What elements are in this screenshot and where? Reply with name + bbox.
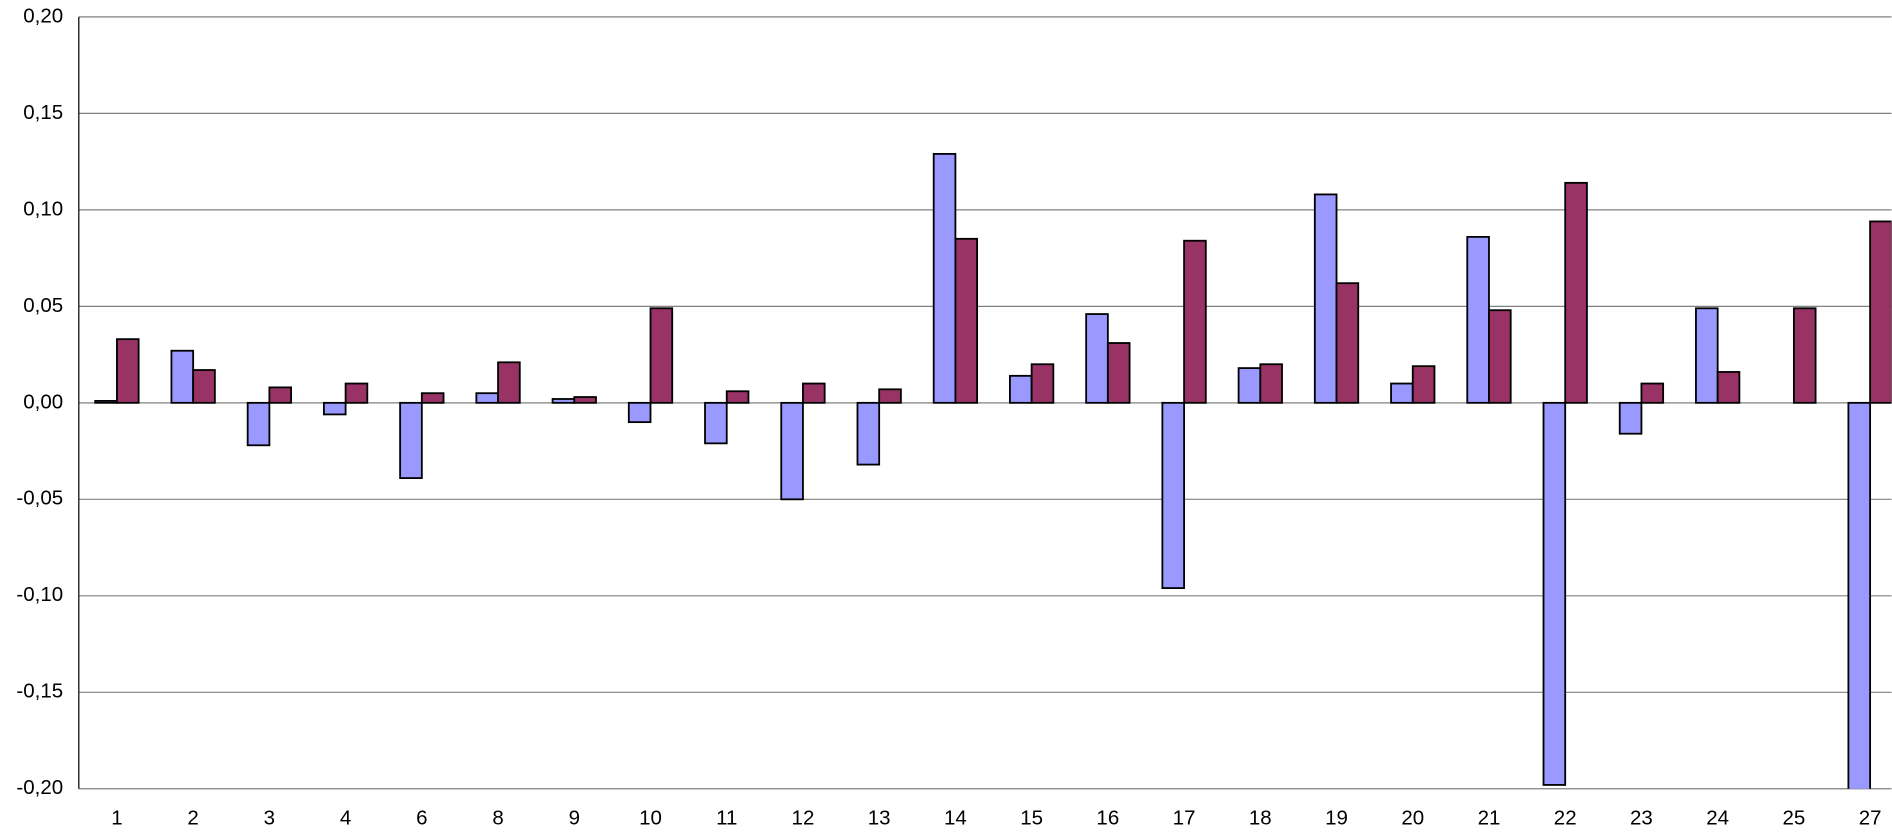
x-tick-label: 10 (639, 806, 662, 829)
x-tick-label: 2 (187, 806, 198, 829)
x-tick-label: 18 (1249, 806, 1272, 829)
bar (399, 401, 423, 480)
x-tick-label: 14 (944, 806, 967, 829)
bar (573, 396, 597, 404)
bar (856, 401, 881, 466)
y-tick-label: -0,10 (16, 583, 63, 606)
y-tick-label: 0,00 (23, 390, 63, 413)
x-tick-label: 6 (416, 806, 427, 829)
x-tick-label: 24 (1706, 806, 1729, 829)
bar (1542, 401, 1567, 786)
bar (1106, 342, 1131, 404)
y-tick-label: -0,15 (16, 680, 63, 703)
x-tick-label: 1 (111, 806, 122, 829)
bar (322, 401, 347, 416)
grid (78, 16, 1892, 790)
y-tick-label: -0,20 (16, 776, 63, 799)
x-tick-label: 27 (1859, 806, 1882, 829)
bar (1085, 313, 1109, 404)
bar (954, 237, 979, 404)
x-tick-label: 25 (1782, 806, 1805, 829)
x-tick-label: 20 (1401, 806, 1424, 829)
bar (1618, 401, 1643, 435)
x-tick-label: 22 (1554, 806, 1577, 829)
x-tick-label: 19 (1325, 806, 1348, 829)
x-tick-label: 8 (492, 806, 503, 829)
bar (1716, 371, 1741, 404)
bar (268, 386, 292, 404)
bar (1488, 309, 1512, 404)
labels: -0,20 -0,15 -0,10 -0,05 0,00 0,05 0,10 0,15 0,20… (16, 4, 1881, 829)
bar (1313, 193, 1338, 404)
bars (94, 152, 1892, 789)
bar (1640, 382, 1665, 404)
bar (878, 388, 902, 404)
bar (116, 338, 140, 404)
bar (1390, 382, 1414, 404)
bar (1183, 239, 1207, 404)
bar (1335, 282, 1360, 404)
bar (704, 401, 728, 445)
x-tick-label: 17 (1173, 806, 1196, 829)
bar (94, 400, 118, 404)
bar (1792, 307, 1817, 404)
x-tick-label: 9 (569, 806, 580, 829)
bar (1411, 365, 1436, 404)
bar (475, 392, 499, 404)
bar (344, 382, 369, 404)
bar (420, 392, 445, 404)
bar (1259, 363, 1283, 404)
x-tick-label: 15 (1020, 806, 1043, 829)
bar (1237, 367, 1262, 404)
bar (246, 401, 271, 447)
bar (1847, 401, 1872, 789)
bar (1869, 220, 1892, 404)
bar (1564, 181, 1588, 404)
bar (780, 401, 804, 501)
y-tick-label: 0,05 (23, 294, 63, 317)
x-tick-label: 12 (792, 806, 815, 829)
bar (1695, 307, 1719, 404)
y-tick-label: 0,15 (23, 101, 63, 124)
bar (1466, 235, 1490, 404)
bar (192, 369, 216, 404)
x-tick-label: 3 (264, 806, 275, 829)
bar (1009, 374, 1033, 404)
x-tick-label: 11 (716, 806, 737, 829)
y-tick-label: -0,05 (16, 487, 63, 510)
bar (1030, 363, 1055, 404)
bar (725, 390, 750, 404)
x-tick-label: 13 (868, 806, 891, 829)
x-tick-label: 21 (1478, 806, 1501, 829)
x-tick-label: 16 (1096, 806, 1119, 829)
bar (1161, 401, 1185, 589)
x-tick-label: 23 (1630, 806, 1653, 829)
bar (170, 349, 195, 404)
bar (497, 361, 521, 404)
bar (802, 382, 826, 404)
bar (649, 307, 674, 404)
bar (932, 152, 957, 404)
y-tick-label: 0,20 (23, 4, 63, 27)
x-tick-label: 4 (340, 806, 351, 829)
y-tick-label: 0,10 (23, 197, 63, 220)
bar (627, 401, 652, 424)
bar (551, 398, 576, 404)
